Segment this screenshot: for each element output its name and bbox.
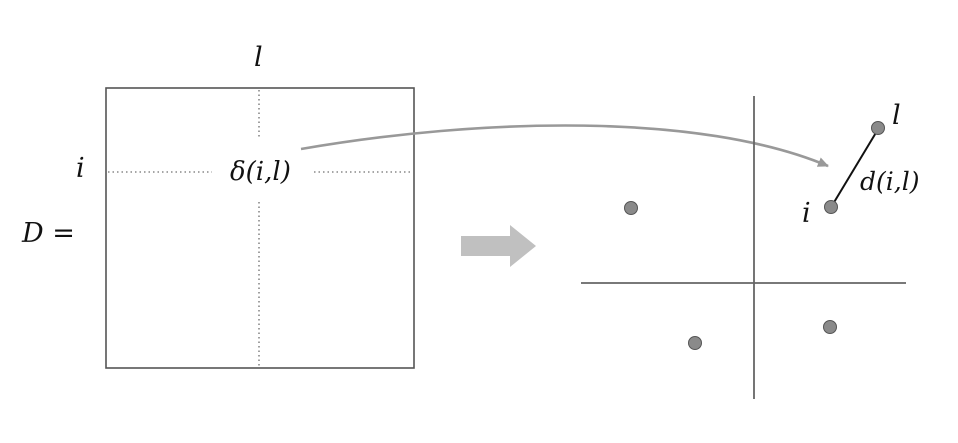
matrix-frame <box>105 87 415 369</box>
matrix-equation-label: D = <box>21 218 75 249</box>
transform-arrow-icon <box>461 225 536 267</box>
distance-matrix: D = l i δ(i,l) <box>21 42 415 369</box>
data-point <box>823 320 837 334</box>
distance-label: d(i,l) <box>860 167 919 196</box>
data-point <box>624 201 638 215</box>
point-l-label: l <box>892 100 901 131</box>
embedding-space: i l d(i,l) <box>581 96 919 399</box>
data-point <box>688 336 702 350</box>
matrix-row-label: i <box>76 153 85 184</box>
distance-line <box>832 130 878 205</box>
matrix-column-label: l <box>254 42 263 73</box>
mapping-curve-arrow <box>300 124 829 168</box>
data-point-i <box>824 200 838 214</box>
data-point-l <box>871 121 885 135</box>
point-i-label: i <box>802 198 811 229</box>
matrix-entry-label: δ(i,l) <box>230 157 291 187</box>
